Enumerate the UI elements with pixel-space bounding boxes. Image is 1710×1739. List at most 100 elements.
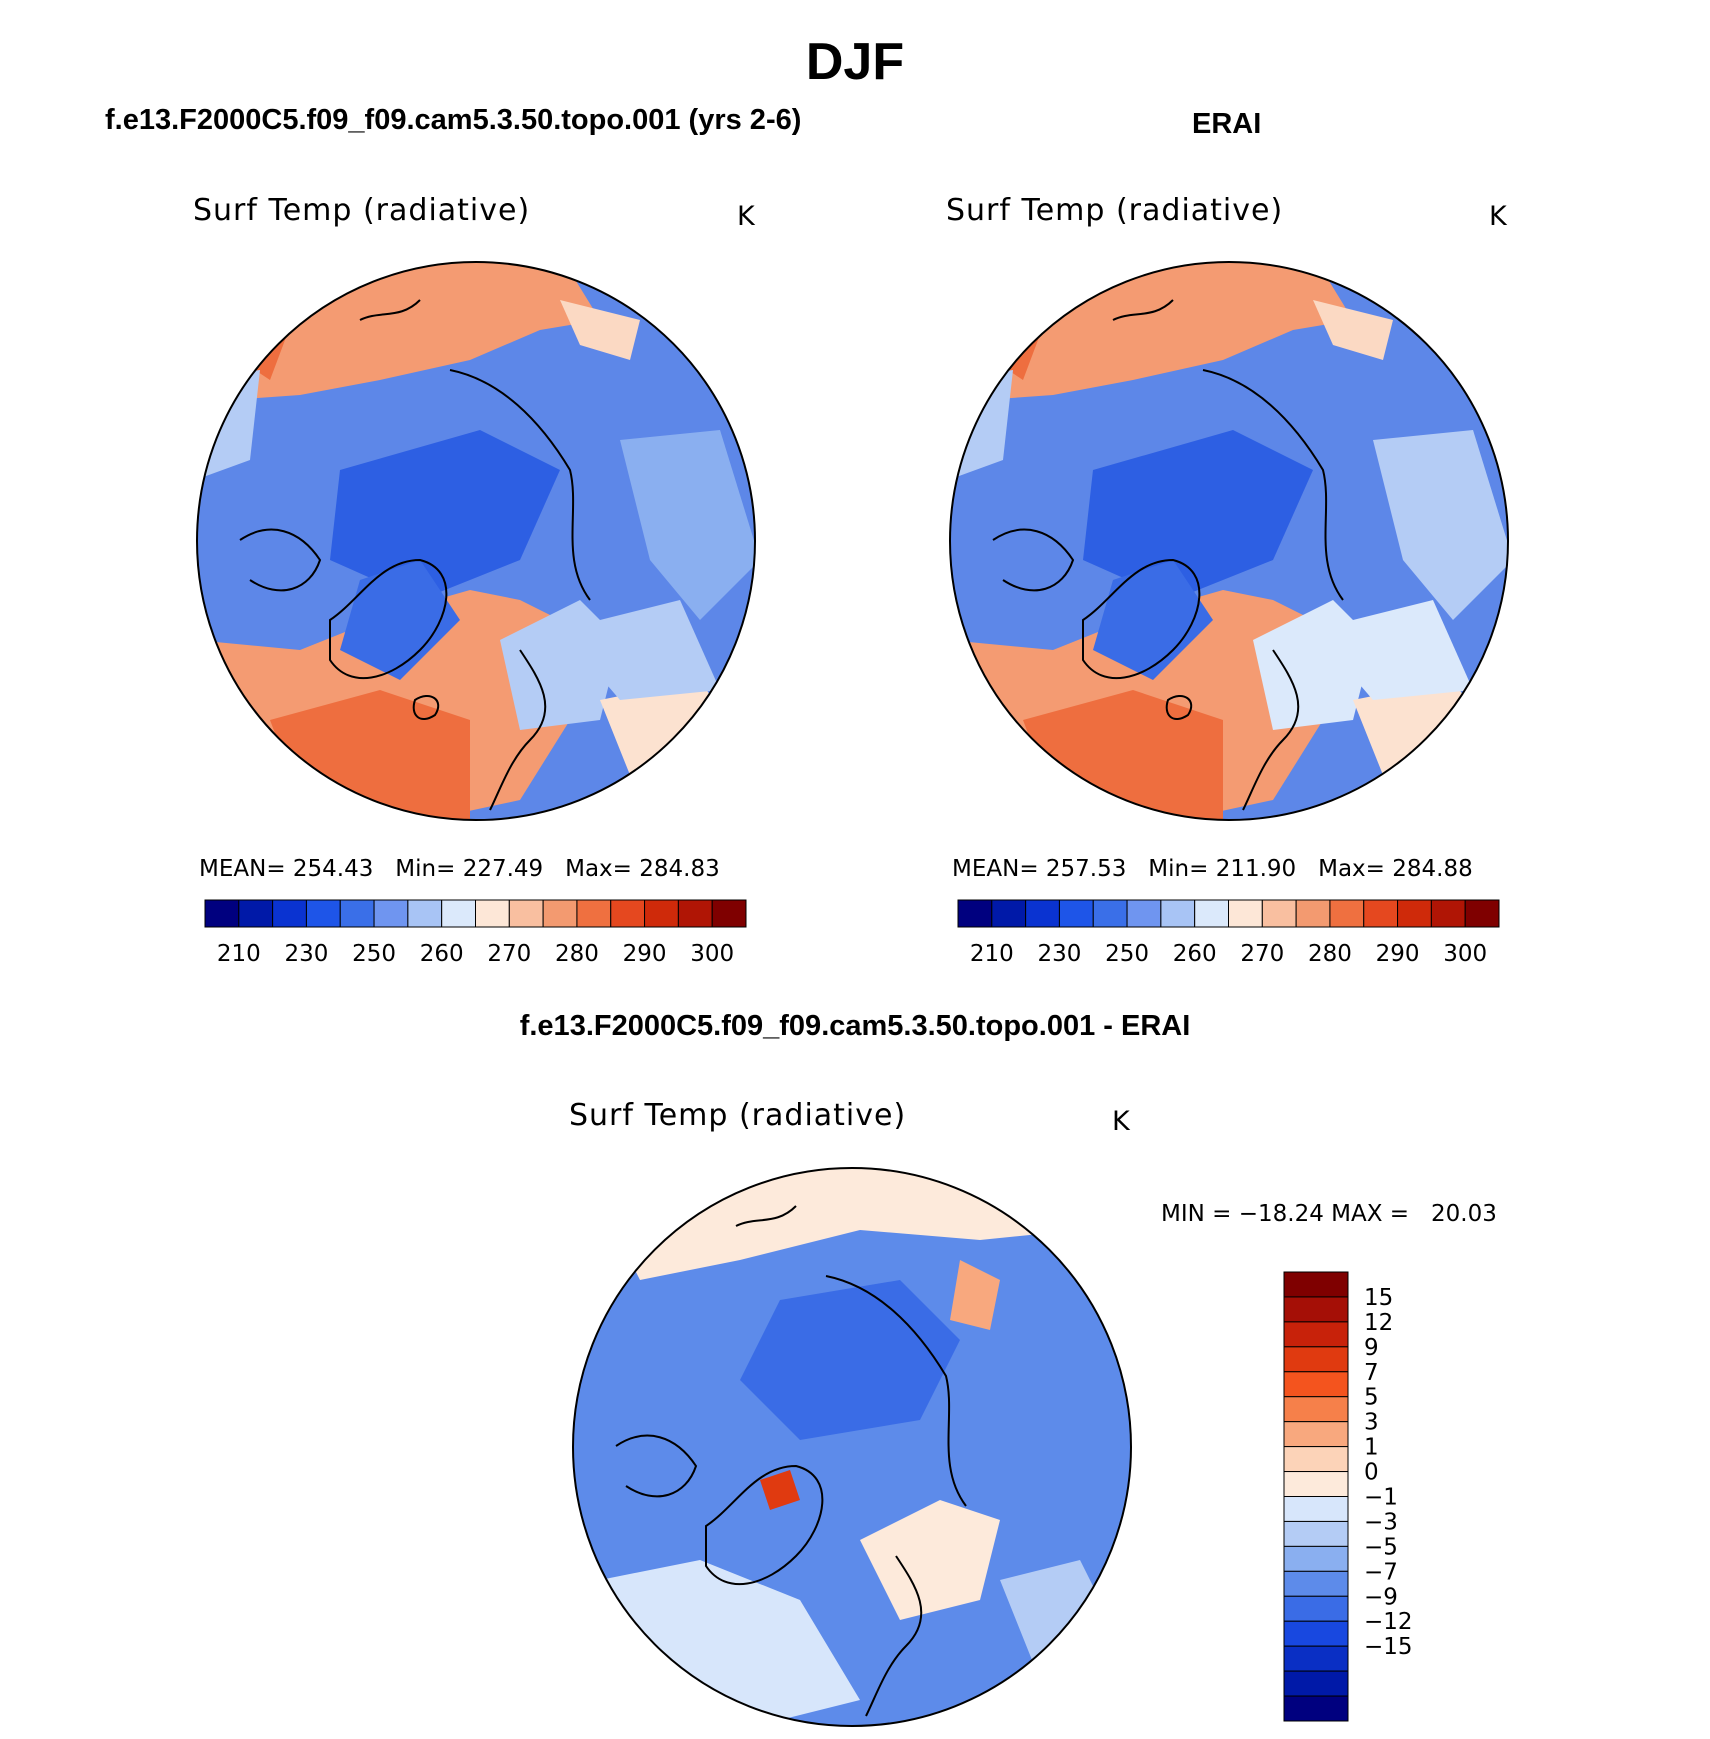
right-colorbar-box <box>1228 899 1263 928</box>
left-colorbar-tick-label: 250 <box>352 941 396 967</box>
left-colorbar-box <box>373 899 409 928</box>
diff-colorbar-box <box>1283 1421 1349 1448</box>
right-colorbar-tick-label: 210 <box>970 941 1014 967</box>
right-colorbar-tick-label: 290 <box>1376 941 1420 967</box>
diff-colorbar-tick-label: −5 <box>1364 1534 1398 1560</box>
left-colorbar-tick-label: 300 <box>690 941 734 967</box>
diff-colorbar-box <box>1283 1520 1349 1547</box>
left-coastlines <box>239 299 591 811</box>
left-map-boundary <box>196 261 756 821</box>
left-colorbar-tick-label: 270 <box>487 941 531 967</box>
left-colorbar-box <box>272 899 307 928</box>
left-colorbar-box <box>339 899 375 928</box>
left-units-label: K <box>737 201 755 232</box>
diff-colorbar-tick-label: 9 <box>1364 1335 1379 1361</box>
diff-colorbar-box <box>1283 1620 1349 1647</box>
diff-colorbar-box <box>1283 1545 1349 1572</box>
right-colorbar-box <box>1329 899 1365 928</box>
diff-colorbar-box <box>1283 1321 1349 1348</box>
left-colorbar-tick-label: 260 <box>420 941 464 967</box>
diff-stats: MIN = −18.24 MAX = 20.03 <box>1161 1201 1497 1227</box>
right-colorbar-box <box>991 899 1027 928</box>
right-colorbar-tick-label: 300 <box>1443 941 1487 967</box>
diff-colorbar-tick-label: 3 <box>1364 1410 1379 1436</box>
right-colorbar-tick-label: 230 <box>1037 941 1081 967</box>
left-colorbar-box <box>610 899 646 928</box>
diff-colorbar-tick-label: 1 <box>1364 1435 1379 1461</box>
left-colorbar-box <box>305 899 341 928</box>
left-colorbar-box <box>644 899 679 928</box>
right-colorbar-box <box>1464 899 1500 928</box>
diff-colorbar-tick-label: −15 <box>1364 1634 1413 1660</box>
right-coastlines <box>992 299 1344 811</box>
diff-colorbar-box <box>1283 1371 1349 1398</box>
diff-colorbar-box <box>1283 1446 1349 1473</box>
left-variable-label: Surf Temp (radiative) <box>193 193 531 228</box>
left-colorbar-tick-label: 230 <box>284 941 328 967</box>
left-polar-map <box>197 262 755 820</box>
diff-colorbar-box <box>1283 1570 1349 1597</box>
left-colorbar-box <box>542 899 578 928</box>
left-colorbar-box <box>475 899 510 928</box>
diff-colorbar-tick-label: −3 <box>1364 1509 1398 1535</box>
right-map-boundary <box>949 261 1509 821</box>
right-colorbar-box <box>1025 899 1060 928</box>
right-panel-heading: ERAI <box>1192 108 1262 140</box>
diff-colorbar-box <box>1283 1471 1349 1497</box>
diff-colorbar-box <box>1283 1346 1349 1373</box>
diff-colorbar-box <box>1283 1296 1349 1323</box>
right-colorbar-box <box>1430 899 1466 928</box>
left-colorbar-box <box>441 899 476 928</box>
diff-variable-label: Surf Temp (radiative) <box>569 1098 907 1133</box>
right-colorbar-box <box>1363 899 1399 928</box>
right-colorbar-box <box>1126 899 1162 928</box>
diff-units-label: K <box>1112 1106 1130 1137</box>
right-colorbar-tick-label: 280 <box>1308 941 1352 967</box>
left-colorbar: 210 230 250 260 270 280 290 300 <box>204 899 747 967</box>
right-polar-map <box>950 262 1508 820</box>
right-colorbar-box <box>1160 899 1196 928</box>
right-variable-label: Surf Temp (radiative) <box>946 193 1284 228</box>
diff-colorbar-tick-label: −9 <box>1364 1584 1398 1610</box>
diff-colorbar-box <box>1283 1695 1349 1722</box>
right-colorbar-box <box>957 899 993 928</box>
right-colorbar-box <box>1092 899 1128 928</box>
diff-colorbar-tick-label: 7 <box>1364 1360 1379 1386</box>
left-colorbar-box <box>576 899 612 928</box>
left-stats: MEAN= 254.43 Min= 227.49 Max= 284.83 <box>199 856 720 882</box>
left-colorbar-box <box>238 899 274 928</box>
right-colorbar-tick-label: 270 <box>1240 941 1284 967</box>
diff-map-boundary <box>572 1167 1132 1727</box>
left-panel-heading: f.e13.F2000C5.f09_f09.cam5.3.50.topo.001… <box>105 104 802 136</box>
right-colorbar-box <box>1194 899 1229 928</box>
left-colorbar-tick-label: 290 <box>623 941 667 967</box>
right-colorbar-box <box>1295 899 1331 928</box>
right-colorbar-box <box>1261 899 1297 928</box>
left-colorbar-box <box>508 899 544 928</box>
diff-colorbar-tick-label: 5 <box>1364 1385 1379 1411</box>
diff-colorbar-tick-label: 12 <box>1364 1310 1393 1336</box>
diff-panel-heading: f.e13.F2000C5.f09_f09.cam5.3.50.topo.001… <box>519 1010 1191 1042</box>
diff-colorbar-box <box>1283 1645 1349 1672</box>
diff-colorbar-tick-label: 15 <box>1364 1285 1393 1311</box>
diff-colorbar-tick-label: 0 <box>1364 1460 1379 1486</box>
left-colorbar-tick-label: 210 <box>217 941 261 967</box>
diff-colorbar-box <box>1283 1496 1349 1522</box>
left-colorbar-box <box>204 899 240 928</box>
right-colorbar-tick-label: 260 <box>1173 941 1217 967</box>
right-colorbar: 210 230 250 260 270 280 290 300 <box>957 899 1500 967</box>
diff-colorbar-box <box>1283 1396 1349 1423</box>
right-colorbar-box <box>1397 899 1432 928</box>
right-colorbar-tick-label: 250 <box>1105 941 1149 967</box>
right-colorbar-box <box>1058 899 1094 928</box>
diff-colorbar-tick-label: −7 <box>1364 1559 1398 1585</box>
right-units-label: K <box>1489 201 1507 232</box>
season-title: DJF <box>805 33 905 91</box>
left-colorbar-box <box>407 899 443 928</box>
right-stats: MEAN= 257.53 Min= 211.90 Max= 284.88 <box>952 856 1473 882</box>
left-colorbar-box <box>711 899 747 928</box>
diff-colorbar-tick-label: −1 <box>1364 1485 1398 1511</box>
left-colorbar-box <box>677 899 713 928</box>
